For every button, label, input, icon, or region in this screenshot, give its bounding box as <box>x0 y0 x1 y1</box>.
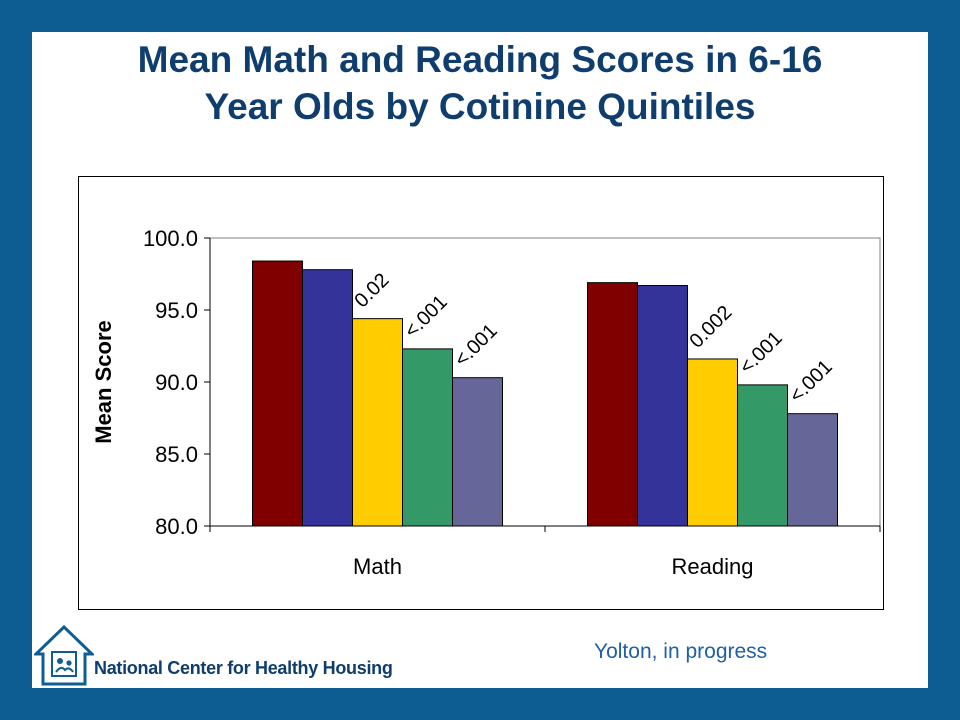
y-tick-label: 95.0 <box>155 298 198 323</box>
x-category-label: Reading <box>672 554 754 579</box>
bar <box>252 260 303 527</box>
bar <box>302 269 353 527</box>
title-line-1: Mean Math and Reading Scores in 6-16 <box>137 39 823 80</box>
y-tick-label: 80.0 <box>155 514 198 539</box>
bar <box>587 282 638 527</box>
bar <box>352 318 403 527</box>
organization-name: National Center for Healthy Housing <box>94 658 393 678</box>
citation-credit: Yolton, in progress <box>594 640 768 663</box>
organization-logo: National Center for Healthy Housing <box>34 624 394 688</box>
y-ticks-group: 80.0 85.0 90.0 95.0 100.0 <box>143 226 210 539</box>
bar <box>402 348 453 527</box>
y-axis-label: Mean Score <box>91 320 116 444</box>
y-tick-label: 85.0 <box>155 442 198 467</box>
page-title: Mean Math and Reading Scores in 6-16 Yea… <box>32 36 928 130</box>
bar <box>787 413 838 527</box>
bar <box>687 358 738 527</box>
bar <box>637 285 688 527</box>
bar <box>452 377 503 527</box>
slide: Mean Math and Reading Scores in 6-16 Yea… <box>32 32 928 688</box>
title-line-2: Year Olds by Cotinine Quintiles <box>204 86 756 127</box>
x-category-label: Math <box>353 554 402 579</box>
bar <box>737 384 788 527</box>
bars-group <box>252 260 838 527</box>
y-tick-label: 90.0 <box>155 370 198 395</box>
y-tick-label: 100.0 <box>143 226 198 251</box>
house-icon <box>34 624 94 686</box>
x-ticks-group: Math Reading <box>209 526 881 579</box>
